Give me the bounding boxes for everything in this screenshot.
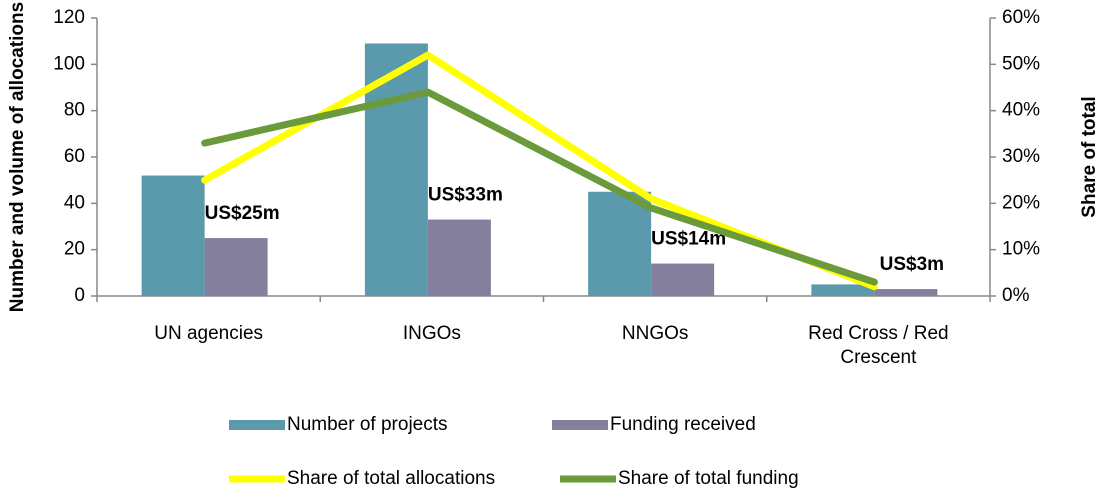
legend-swatch <box>229 420 285 430</box>
y-tick-label: 100 <box>53 53 85 74</box>
legend-label: Share of total allocations <box>287 468 495 489</box>
legend-swatch <box>552 420 608 430</box>
y-tick-label: 80 <box>64 100 85 121</box>
y2-axis-title: Share of total <box>1079 96 1100 217</box>
data-label: US$25m <box>205 203 280 224</box>
y2-tick-label: 40% <box>1002 100 1040 121</box>
y-tick-label: 40 <box>64 192 85 213</box>
bar <box>874 289 938 296</box>
legend-label: Funding received <box>610 414 756 435</box>
y-tick-label: 60 <box>64 146 85 167</box>
bar <box>141 175 205 296</box>
y-tick-label: 20 <box>64 239 85 260</box>
y2-tick-label: 0% <box>1002 285 1030 306</box>
bar <box>811 284 875 296</box>
data-label: US$33m <box>428 185 503 206</box>
x-tick-label: NNGOs <box>621 323 689 344</box>
line <box>201 88 878 286</box>
y2-tick-label: 10% <box>1002 239 1040 260</box>
bar <box>427 219 491 296</box>
x-tick-label: UN agencies <box>154 323 264 344</box>
y-tick-label: 0 <box>74 285 85 306</box>
bar <box>204 238 268 296</box>
data-label: US$3m <box>880 254 944 275</box>
data-label: US$14m <box>651 229 726 250</box>
y-tick-label: 120 <box>53 7 85 28</box>
y-axis-title: Number and volume of allocations <box>7 2 28 312</box>
y2-tick-label: 20% <box>1002 192 1040 213</box>
y2-tick-label: 50% <box>1002 53 1040 74</box>
y2-tick-label: 60% <box>1002 7 1040 28</box>
legend-label: Number of projects <box>287 414 448 435</box>
bar <box>651 263 715 296</box>
legend-label: Share of total funding <box>618 468 799 489</box>
x-tick-label: Red Cross / Red Crescent <box>808 323 949 368</box>
x-tick-label: INGOs <box>402 323 461 344</box>
bar <box>588 191 652 296</box>
y2-tick-label: 30% <box>1002 146 1040 167</box>
